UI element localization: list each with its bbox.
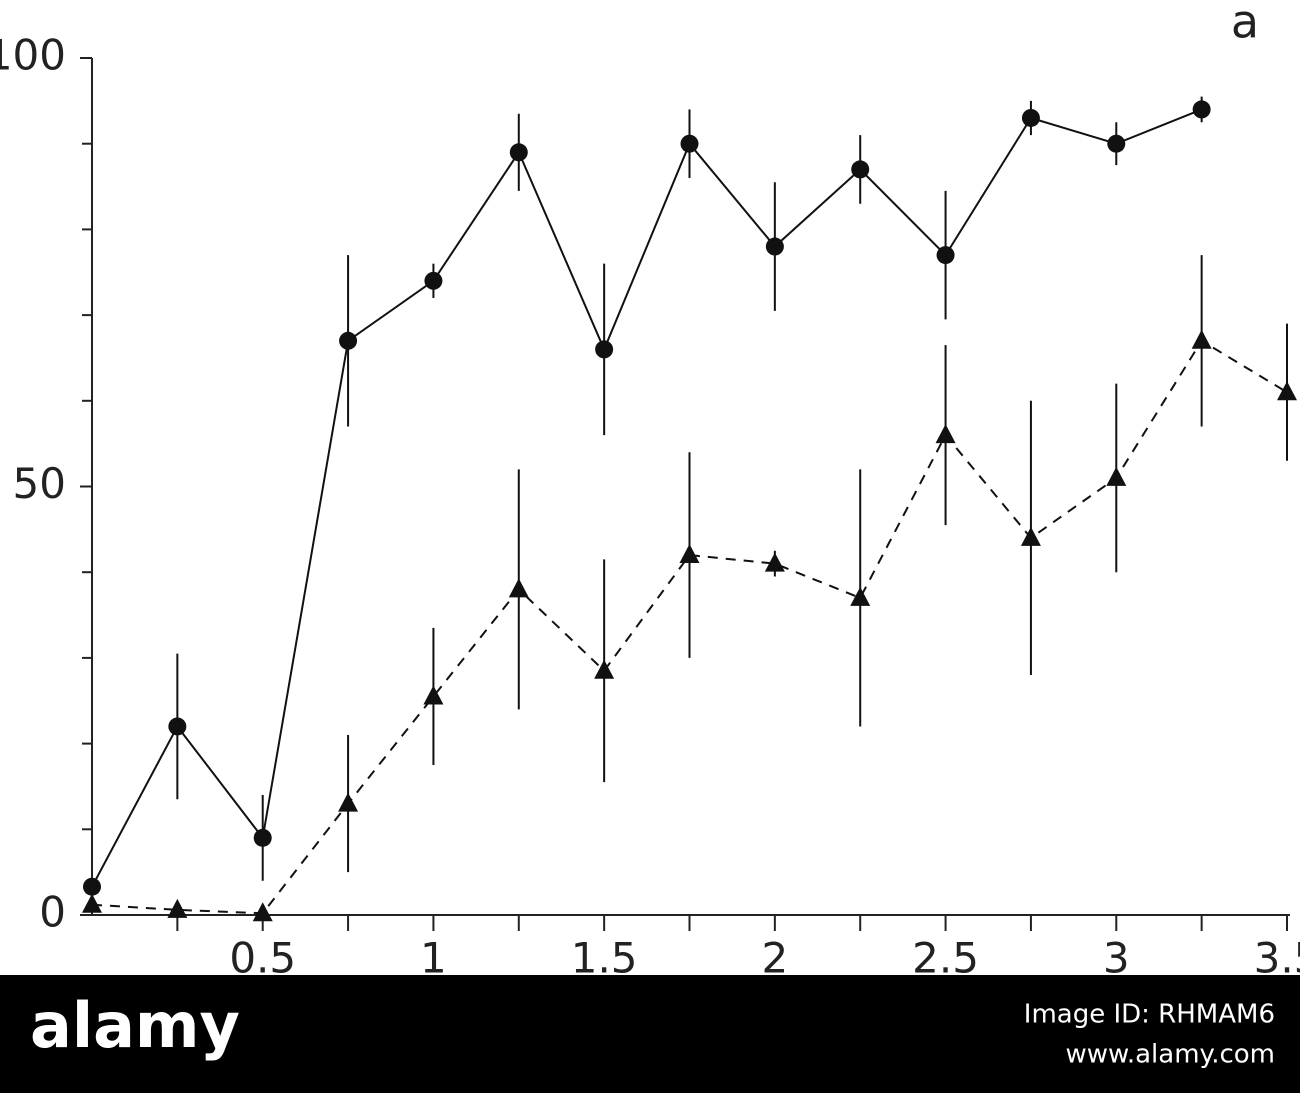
watermark-id: Image ID: RHMAM6 [1024,1000,1275,1030]
x-tick-label: 2 [761,934,788,983]
point [679,544,700,564]
y-tick-label: 100 [0,31,66,80]
x-tick-label: 2.5 [912,934,979,983]
point [850,586,871,606]
x-tick-label: 1 [420,934,447,983]
panel-label: a [1231,0,1259,49]
point [339,331,358,350]
point [253,828,272,847]
watermark-url: www.alamy.com [1065,1040,1275,1070]
point [1192,100,1211,119]
series-line [91,339,1288,915]
point [1277,381,1297,401]
series-line [91,108,1203,888]
point [594,659,615,679]
point [167,898,188,918]
point [508,578,529,598]
point [935,424,956,444]
point [82,893,102,913]
y-tick-label: 0 [39,888,66,937]
point [764,552,785,572]
point [1191,329,1212,349]
point [1107,134,1126,153]
point [252,902,273,922]
plot-background [0,0,1300,975]
point [851,160,870,179]
point [680,134,699,153]
point [595,340,614,359]
x-tick-label: 3 [1103,934,1130,983]
point [1020,526,1041,546]
x-tick-label: 3.5 [1254,934,1300,983]
point [424,271,443,290]
point [936,246,955,265]
point [83,877,101,896]
point [168,717,187,736]
point [765,237,784,256]
watermark-banner [0,975,1300,1093]
x-tick-label: 1.5 [571,934,638,983]
point [1021,108,1040,127]
point [1106,466,1127,486]
point [423,685,444,705]
point [338,792,359,812]
x-tick-label: 0.5 [229,934,296,983]
point [509,143,528,162]
y-tick-label: 50 [13,459,66,508]
watermark-brand: alamy [30,989,240,1062]
